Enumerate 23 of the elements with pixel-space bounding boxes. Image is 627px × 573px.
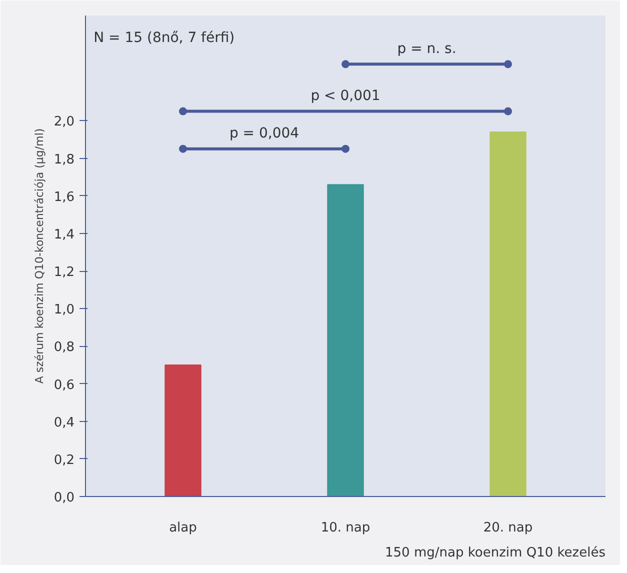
bar	[164, 364, 202, 496]
bar	[490, 131, 526, 496]
y-tick-label: 0,2	[54, 452, 75, 468]
y-tick-label: 0,8	[54, 340, 75, 356]
y-tick-label: 1,2	[54, 265, 75, 280]
y-tick-label: 1,0	[54, 302, 75, 318]
y-tick-label: 0,6	[54, 378, 75, 393]
x-tick-label: 20. nap	[483, 520, 533, 536]
x-axis-title: 150 mg/nap koenzim Q10 kezelés	[385, 546, 606, 560]
annotation: p < 0,001	[310, 88, 380, 104]
y-tick-label: 1,4	[54, 227, 75, 242]
y-tick-label: 1,8	[54, 152, 75, 168]
y-tick-label: 0,4	[54, 415, 75, 430]
y-tick-label: 2,0	[54, 114, 75, 130]
annotation: p = n. s.	[397, 40, 456, 57]
y-axis-title: A szérum koenzim Q10-koncentrációja (µg/ml)	[32, 128, 46, 384]
annotation: p = 0,004	[229, 126, 300, 142]
x-tick-label: alap	[169, 520, 197, 536]
bar	[327, 184, 364, 496]
x-tick-label: 10. nap	[320, 520, 370, 536]
y-tick-label: 0,0	[54, 490, 75, 506]
y-tick-label: 1,6	[54, 190, 75, 205]
annotation: N = 15 (8nő, 7 férfi)	[94, 30, 235, 46]
